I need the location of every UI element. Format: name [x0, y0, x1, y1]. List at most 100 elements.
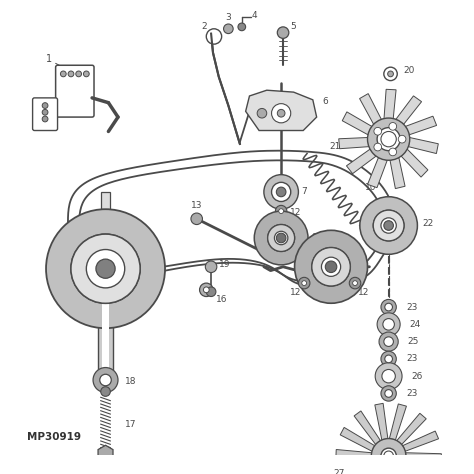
Circle shape — [371, 438, 406, 473]
Circle shape — [42, 116, 48, 122]
Text: 18: 18 — [125, 377, 136, 386]
FancyBboxPatch shape — [55, 65, 94, 117]
Polygon shape — [397, 413, 426, 445]
Text: 5: 5 — [291, 22, 297, 31]
Circle shape — [203, 287, 209, 292]
Circle shape — [276, 187, 286, 197]
Circle shape — [42, 103, 48, 109]
Circle shape — [398, 135, 406, 143]
Circle shape — [101, 387, 110, 396]
Text: 14: 14 — [154, 262, 165, 271]
Polygon shape — [340, 428, 374, 451]
Circle shape — [377, 128, 400, 151]
Text: 15: 15 — [307, 279, 319, 288]
Circle shape — [83, 71, 89, 77]
Circle shape — [374, 143, 382, 151]
Circle shape — [96, 259, 115, 278]
Text: 12: 12 — [290, 208, 301, 217]
Text: 21: 21 — [329, 142, 340, 151]
Polygon shape — [371, 472, 388, 474]
Text: 6: 6 — [322, 97, 328, 106]
Circle shape — [294, 230, 367, 303]
Polygon shape — [389, 472, 402, 474]
Text: 26: 26 — [411, 372, 423, 381]
Polygon shape — [396, 96, 421, 124]
Circle shape — [71, 234, 140, 303]
Circle shape — [268, 225, 294, 251]
Circle shape — [379, 332, 398, 351]
Text: 23: 23 — [406, 355, 417, 364]
Circle shape — [382, 369, 395, 383]
Text: 23: 23 — [406, 389, 417, 398]
Circle shape — [375, 363, 402, 390]
Circle shape — [381, 218, 396, 233]
Polygon shape — [401, 149, 428, 177]
Polygon shape — [246, 90, 317, 130]
Text: 23: 23 — [406, 302, 417, 311]
Circle shape — [264, 174, 299, 209]
Circle shape — [367, 118, 410, 160]
Circle shape — [206, 287, 216, 297]
Circle shape — [321, 257, 341, 276]
Circle shape — [200, 283, 213, 297]
Circle shape — [381, 448, 396, 464]
Circle shape — [224, 24, 233, 34]
Circle shape — [360, 197, 418, 255]
Text: 1: 1 — [46, 55, 52, 64]
Circle shape — [389, 148, 397, 156]
Circle shape — [389, 123, 397, 130]
Circle shape — [272, 182, 291, 201]
Polygon shape — [397, 467, 423, 474]
Text: 4: 4 — [251, 11, 257, 20]
Circle shape — [388, 71, 393, 77]
Circle shape — [384, 451, 393, 461]
Circle shape — [373, 210, 404, 241]
Circle shape — [353, 281, 357, 285]
Circle shape — [238, 23, 246, 31]
Text: 27: 27 — [333, 469, 344, 474]
Text: 12: 12 — [290, 288, 301, 297]
FancyBboxPatch shape — [33, 98, 57, 130]
Circle shape — [377, 313, 400, 336]
Polygon shape — [367, 158, 387, 188]
Polygon shape — [351, 467, 381, 474]
Polygon shape — [389, 404, 406, 440]
Circle shape — [275, 205, 287, 217]
Polygon shape — [384, 89, 396, 118]
Polygon shape — [338, 460, 374, 474]
Polygon shape — [339, 137, 369, 149]
Text: 22: 22 — [422, 219, 433, 228]
Circle shape — [60, 71, 66, 77]
Circle shape — [268, 225, 294, 251]
Circle shape — [100, 374, 111, 386]
Text: 25: 25 — [408, 337, 419, 346]
Polygon shape — [360, 93, 382, 124]
Polygon shape — [402, 431, 438, 451]
Polygon shape — [406, 453, 441, 462]
Circle shape — [254, 211, 308, 265]
Circle shape — [384, 337, 393, 346]
Circle shape — [86, 249, 125, 288]
Text: 11: 11 — [344, 279, 355, 288]
Bar — [98, 303, 113, 380]
Polygon shape — [409, 137, 438, 154]
Circle shape — [272, 104, 291, 123]
Text: 12: 12 — [358, 288, 369, 297]
Circle shape — [277, 109, 285, 117]
Text: 3: 3 — [226, 13, 231, 22]
Circle shape — [276, 233, 286, 243]
Circle shape — [312, 247, 350, 286]
Circle shape — [93, 367, 118, 392]
Circle shape — [302, 281, 307, 285]
Circle shape — [381, 131, 396, 147]
Circle shape — [71, 234, 140, 303]
Circle shape — [381, 300, 396, 315]
Circle shape — [374, 128, 382, 135]
Circle shape — [191, 213, 202, 225]
Circle shape — [42, 109, 48, 115]
Bar — [101, 192, 110, 269]
Circle shape — [279, 209, 283, 213]
Polygon shape — [336, 449, 372, 459]
Text: 16: 16 — [216, 295, 228, 304]
Circle shape — [299, 277, 310, 289]
